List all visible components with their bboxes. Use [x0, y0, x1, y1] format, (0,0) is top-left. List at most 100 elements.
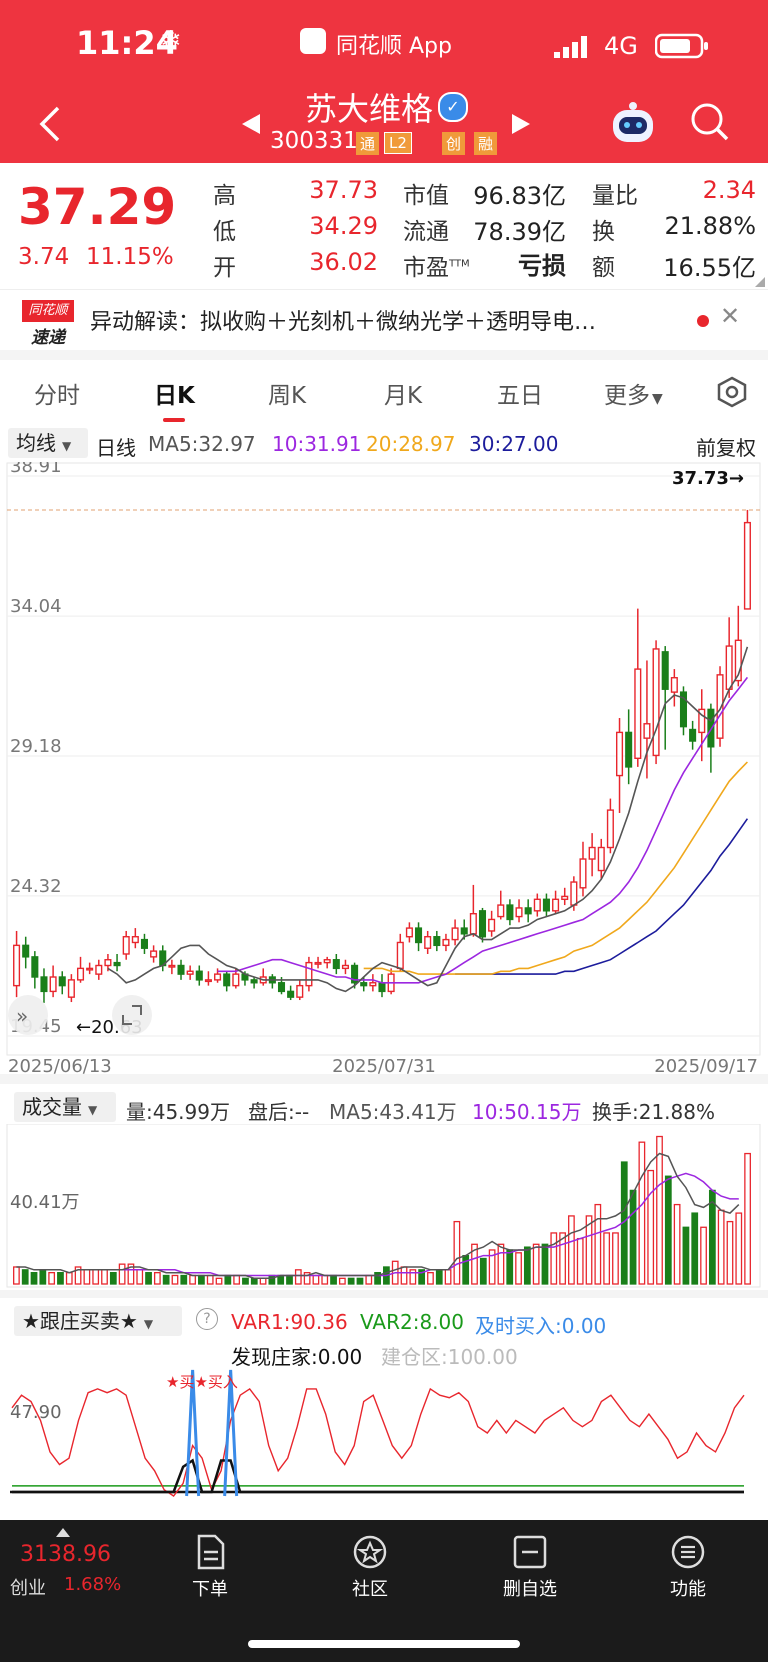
volume-bar-down	[268, 1274, 276, 1285]
volume-bar-down	[162, 1274, 170, 1285]
k-candle-down	[140, 938, 149, 949]
indicator-stats-bar: ★跟庄买卖★ ▼ ? VAR1:90.36 VAR2:8.00 及时买入:0.00	[0, 1304, 768, 1340]
vol-ma10: 10:50.15万	[472, 1100, 582, 1124]
ma-selector[interactable]: 均线 ▼	[8, 428, 88, 458]
nav-order[interactable]: 下单	[180, 1534, 240, 1601]
k-candle-up	[214, 973, 222, 981]
news-banner[interactable]: 同花顺 速递 异动解读：拟收购＋光刻机＋微纳光学＋透明导电… ✕	[0, 289, 768, 351]
news-logo-bottom: 速递	[31, 328, 65, 348]
stat-label-market-cap: 市值	[403, 183, 449, 209]
settings-hexagon-icon[interactable]	[716, 376, 748, 412]
help-icon[interactable]: ?	[196, 1308, 218, 1330]
index-value[interactable]: 3138.96	[20, 1542, 111, 1567]
volume-bar-up	[127, 1263, 135, 1285]
news-text: 异动解读：拟收购＋光刻机＋微纳光学＋透明导电…	[90, 310, 597, 335]
volume-bar-up	[233, 1274, 241, 1285]
volume-bar-up	[576, 1237, 584, 1285]
volume-indicator-selector[interactable]: 成交量 ▼	[14, 1092, 116, 1122]
robot-assistant-icon[interactable]	[608, 100, 658, 150]
volume-ma5-line	[16, 1152, 740, 1280]
ma10-value: 10:31.91	[272, 432, 362, 456]
expand-corner-icon[interactable]	[755, 277, 765, 287]
back-icon[interactable]	[36, 104, 66, 148]
nav-functions[interactable]: 功能	[658, 1534, 718, 1601]
unread-dot	[697, 315, 709, 327]
k-candle-up	[552, 898, 560, 912]
var2-value: VAR2:8.00	[360, 1310, 464, 1334]
volume-bar-up	[585, 1215, 593, 1285]
volume-ma10-line	[95, 1172, 739, 1277]
k-candle-up	[323, 959, 331, 964]
prev-stock-icon[interactable]	[240, 112, 262, 140]
fullscreen-icon	[112, 995, 152, 1035]
volume-bar-up	[101, 1269, 108, 1285]
active-tab-indicator	[163, 418, 185, 422]
volume-bar-up	[136, 1269, 144, 1285]
volume-bar-up	[215, 1277, 223, 1285]
tab-intraday[interactable]: 分时	[34, 383, 80, 409]
indicator-y-tick: 47.90	[10, 1402, 62, 1423]
chevron-down-icon: ▼	[652, 391, 663, 407]
app-source-label: 同花顺 App	[336, 34, 452, 59]
nav-community[interactable]: 社区	[340, 1534, 400, 1601]
volume-bar-up	[673, 1203, 681, 1285]
volume-bar-down	[506, 1249, 514, 1285]
k-candle-down	[679, 691, 688, 728]
tab-monthly-k[interactable]: 月K	[384, 383, 423, 409]
k-line-chart[interactable]: 38.9134.0429.1824.3219.4537.73→←20.63202…	[0, 462, 768, 1074]
tab-weekly-k[interactable]: 周K	[268, 383, 307, 409]
volume-bar-up	[338, 1277, 346, 1285]
tab-more[interactable]: 更多 ▼	[604, 383, 663, 409]
buy-signal-label: ★买★买入	[166, 1373, 238, 1391]
volume-bar-up	[13, 1266, 20, 1285]
volume-bar-up	[515, 1252, 522, 1285]
verified-icon: ✓	[438, 92, 468, 122]
volume-bar-down	[479, 1257, 487, 1285]
volume-bar-down	[541, 1243, 549, 1285]
next-stock-icon[interactable]	[510, 112, 532, 140]
k-candle-up	[49, 976, 57, 993]
k-candle-down	[625, 731, 633, 768]
tab-five-day[interactable]: 五日	[497, 383, 543, 409]
k-candle-down	[332, 959, 340, 970]
adjust-mode[interactable]: 前复权	[696, 436, 756, 460]
search-icon[interactable]	[690, 102, 730, 146]
k-candle-up	[232, 973, 240, 987]
index-pct: 1.68%	[64, 1574, 122, 1595]
nav-remove-watchlist[interactable]: 删自选	[498, 1534, 562, 1601]
snowflake-icon: ❄	[160, 26, 182, 56]
tab-daily-k[interactable]: 日K	[154, 383, 195, 409]
k-candle-up	[396, 941, 404, 970]
dealer-indicator-chart[interactable]: 发现庄家:0.00 建仓区:100.00 ★买★买入 47.90	[0, 1340, 768, 1498]
volume-chart[interactable]: 40.41万	[0, 1124, 768, 1290]
app-source-icon	[300, 28, 326, 54]
volume-bar-down	[691, 1212, 699, 1285]
volume-bar-up	[312, 1274, 320, 1285]
signal-icon	[552, 32, 592, 64]
k-candle-up	[606, 809, 614, 849]
volume-bar-up	[488, 1249, 496, 1285]
volume-bar-up	[550, 1232, 558, 1285]
k-candle-up	[643, 723, 651, 739]
k-candle-up	[341, 964, 349, 970]
ma20-value: 20:28.97	[366, 432, 456, 456]
divider	[0, 350, 768, 360]
volume-bar-up	[171, 1274, 179, 1285]
stat-value-turnover: 21.88%	[664, 212, 756, 240]
k-y-tick: 34.04	[10, 596, 62, 617]
volume-bar-down	[374, 1272, 381, 1285]
close-icon[interactable]: ✕	[720, 302, 741, 330]
chevron-down-icon: ▼	[143, 1317, 154, 1331]
k-candle-up	[588, 846, 596, 860]
k-candle-up	[634, 668, 642, 760]
stat-value-low: 34.29	[309, 212, 378, 240]
price-change-pct: 11.15%	[86, 244, 174, 270]
k-candle-up	[95, 964, 103, 975]
volume-bars	[13, 1135, 751, 1285]
ma5-line	[107, 646, 749, 993]
volume-bar-up	[638, 1141, 646, 1285]
k-candle-down	[58, 976, 66, 987]
k-candle-up	[305, 961, 313, 987]
volume-bar-down	[347, 1277, 355, 1285]
indicator-selector[interactable]: ★跟庄买卖★ ▼	[14, 1306, 182, 1336]
